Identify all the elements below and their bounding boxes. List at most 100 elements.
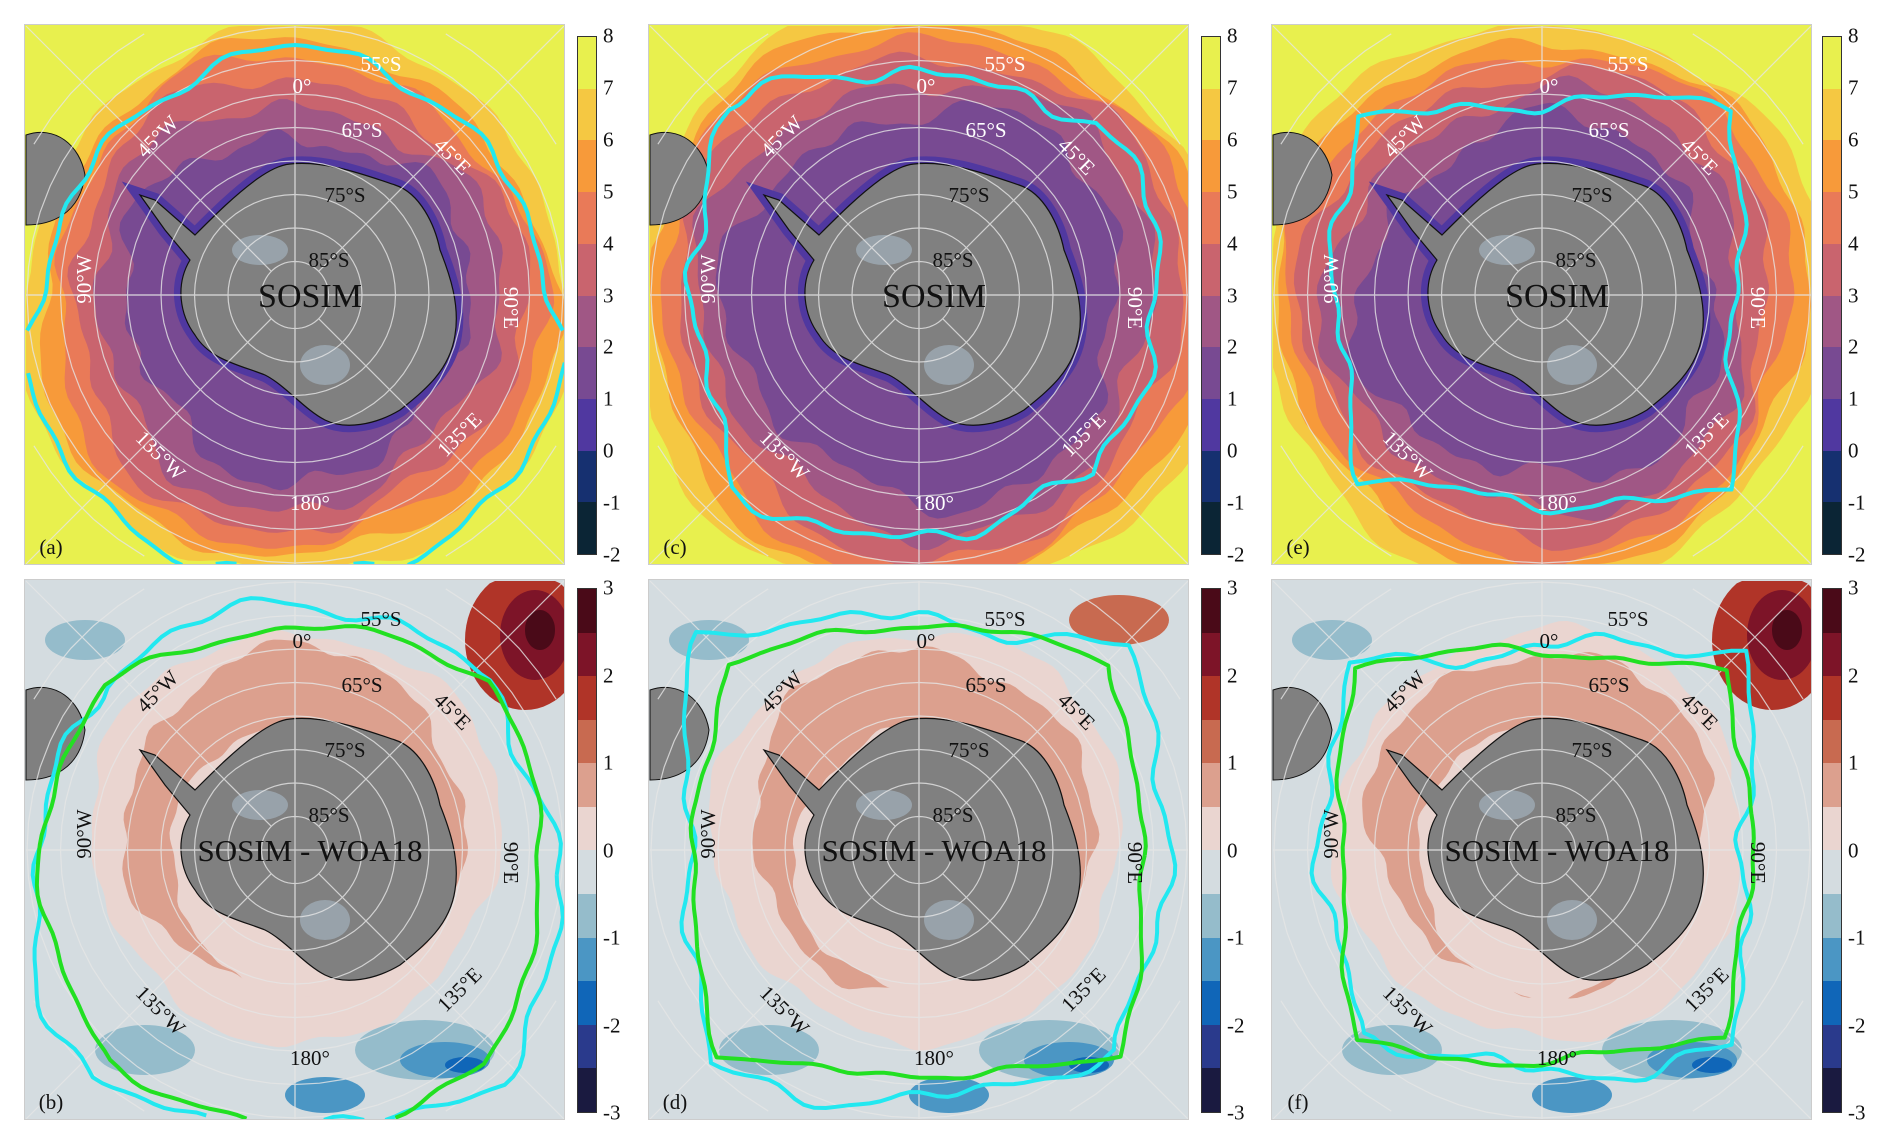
map-panel-b: 55°S 0° 65°S 45°W 45°E 75°S 85°S 90°W 90°E 135°W 1… <box>24 579 565 1120</box>
ice-shelf <box>924 900 974 940</box>
graticule <box>1272 25 1811 564</box>
meridian-line <box>1272 580 1519 827</box>
colorbar-segment <box>1202 295 1220 348</box>
grid-label-lon90e: 90°E <box>1123 287 1147 329</box>
colorbar-segment <box>1202 347 1220 399</box>
colorbar-tick-label: 0 <box>1227 838 1238 862</box>
colorbar-segment <box>1202 450 1220 503</box>
grid-label-lat75: 75°S <box>948 183 989 207</box>
colorbar-tick-label: -2 <box>1848 1013 1866 1037</box>
colorbar-tick-label: 2 <box>603 663 614 687</box>
grid-label-lon90e: 90°E <box>1746 842 1770 884</box>
grid-label-lon90w: 90°W <box>696 254 720 303</box>
colorbar-segment <box>578 589 596 633</box>
grid-label-lon90e: 90°E <box>1123 842 1147 884</box>
colorbar-tick-label: 0 <box>1227 438 1238 463</box>
meridian-line <box>25 873 272 1119</box>
map-panel-e: 55°S 0° 65°S 45°W 45°E 75°S 85°S 90°W 90°E 135°W 1… <box>1271 24 1812 565</box>
colorbar-tick-label: 2 <box>1848 663 1859 687</box>
panel-title: SOSIM <box>882 278 986 315</box>
positive-anomaly-patch <box>1772 610 1802 650</box>
meridian-line <box>318 25 564 272</box>
ice-shelf <box>1479 790 1535 820</box>
grid-label-lon90e: 90°E <box>499 287 523 329</box>
panel-letter: (d) <box>663 1090 688 1114</box>
colorbar-tick-label: -1 <box>1848 490 1866 515</box>
cyan-contour-line <box>682 64 1163 542</box>
colorbar-tick-label: 7 <box>603 75 614 100</box>
colorbar-tick-label: -3 <box>603 1100 621 1125</box>
graticule <box>25 25 564 564</box>
colorbar-tick-label: 1 <box>1227 386 1238 411</box>
grid-label-lon0: 0° <box>293 74 312 98</box>
colorbar-segment <box>578 192 596 244</box>
colorbar-segment <box>1202 1024 1220 1069</box>
graticule <box>649 25 1188 564</box>
colorbar-segment <box>578 398 596 451</box>
meridian-line <box>318 318 564 564</box>
grid-label-lon0: 0° <box>293 629 312 653</box>
grid-label-lon90w: 90°W <box>72 809 96 858</box>
colorbar-tick-label: 0 <box>603 838 614 862</box>
south-america-landmass <box>1272 131 1333 226</box>
colorbar-tick-label: 1 <box>1848 386 1859 411</box>
map-panel-a: 55°S 0° 65°S 45°W 45°E 75°S 85°S 90°W 90°E 135°W 1… <box>24 24 565 565</box>
colorbar-segment <box>1202 140 1220 193</box>
colorbar-segment <box>1823 398 1841 451</box>
colorbar-segment <box>578 719 596 764</box>
colorbar-tick-label: 6 <box>603 127 614 152</box>
grid-label-lat55: 55°S <box>984 52 1025 76</box>
meridian-line <box>942 580 1188 827</box>
colorbar-segment <box>578 981 596 1025</box>
panel-title: SOSIM - WOA18 <box>1444 833 1669 868</box>
colorbar-tick-label: 7 <box>1227 75 1238 100</box>
grid-label-lat55: 55°S <box>360 607 401 631</box>
colorbar-tick-label: 2 <box>1848 334 1859 359</box>
colorbar-tick-label: 1 <box>1848 750 1859 775</box>
graticule <box>649 580 1188 1119</box>
colorbar-segment <box>578 347 596 399</box>
panel-letter: (a) <box>39 535 62 559</box>
ice-shelf <box>856 790 912 820</box>
colorbar-segment <box>1823 850 1841 895</box>
meridian-line <box>649 318 896 564</box>
colorbar-segment <box>1823 763 1841 807</box>
meridian-line <box>1565 318 1811 564</box>
grid-label-lat65: 65°S <box>341 673 382 697</box>
graticule <box>25 580 564 1119</box>
grid-label-lat85: 85°S <box>1555 248 1596 272</box>
grid-label-lat85: 85°S <box>932 803 973 827</box>
colorbar-tick-label: 0 <box>1848 438 1859 463</box>
colorbar-tick-label: -2 <box>1848 542 1866 567</box>
map-panel-d: 55°S 0° 65°S 45°W 45°E 75°S 85°S 90°W 90°E 135°W 1… <box>648 579 1189 1120</box>
grid-label-lat65: 65°S <box>965 118 1006 142</box>
colorbar-segment <box>578 850 596 895</box>
colorbar-tick-label: 3 <box>1848 575 1859 600</box>
colorbar-segment <box>578 632 596 677</box>
colorbar-segment <box>578 140 596 193</box>
meridian-line <box>942 318 1188 564</box>
colorbar-segment <box>1202 88 1220 141</box>
colorbar-segment <box>1823 140 1841 193</box>
colorbar-tick-label: 0 <box>603 438 614 463</box>
meridian-line <box>318 580 564 827</box>
ice-shelf <box>856 235 912 265</box>
colorbar-tick-label: -2 <box>1227 1013 1245 1037</box>
grid-label-lat75: 75°S <box>1571 738 1612 762</box>
meridian-line <box>1565 873 1811 1119</box>
colorbar-tick-label: 1 <box>1227 750 1238 775</box>
colorbar-bottom <box>1822 588 1842 1113</box>
negative-anomaly-patch <box>285 1077 365 1113</box>
grid-label-lon180: 180° <box>914 1046 954 1070</box>
colorbar-segment <box>1823 502 1841 555</box>
colorbar-segment <box>1823 1024 1841 1069</box>
meridian-line <box>1565 580 1811 827</box>
grid-label-lat75: 75°S <box>324 738 365 762</box>
grid-label-lon180: 180° <box>914 491 954 515</box>
colorbar-segment <box>578 295 596 348</box>
grid-label-lon90w: 90°W <box>72 254 96 303</box>
